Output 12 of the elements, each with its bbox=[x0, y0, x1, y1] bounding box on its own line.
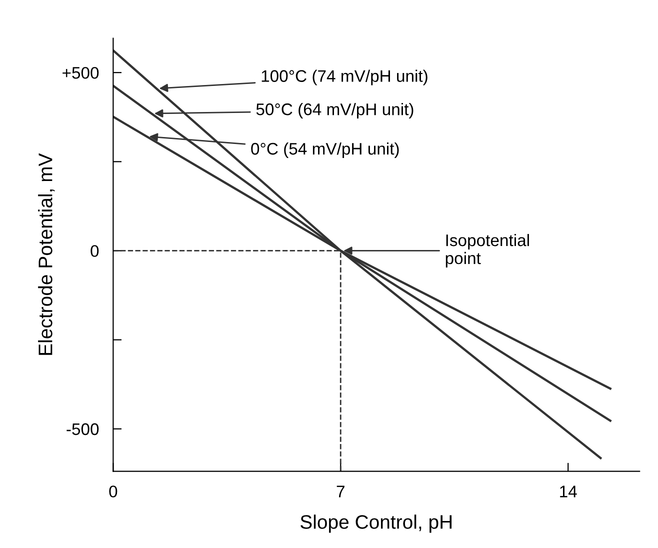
x-tick-label: 0 bbox=[109, 486, 118, 498]
y-tick-label: +500 bbox=[62, 66, 99, 79]
annotation: 50°C (64 mV/pH unit) bbox=[256, 102, 414, 119]
annotation: 100°C (74 mV/pH unit) bbox=[262, 70, 428, 86]
x-tick-label: 7 bbox=[336, 486, 344, 498]
x-axis-title: Slope Control, pH bbox=[300, 514, 452, 533]
y-tick-label: -500 bbox=[66, 423, 99, 436]
annotation: 0°C (54 mV/pH unit) bbox=[251, 142, 399, 158]
y-tick-label: 0 bbox=[90, 245, 99, 257]
x-tick-label: 14 bbox=[560, 486, 577, 498]
y-axis-title: Electrode Potential, mV bbox=[38, 153, 55, 355]
annotation: Isopotential point bbox=[446, 234, 529, 268]
